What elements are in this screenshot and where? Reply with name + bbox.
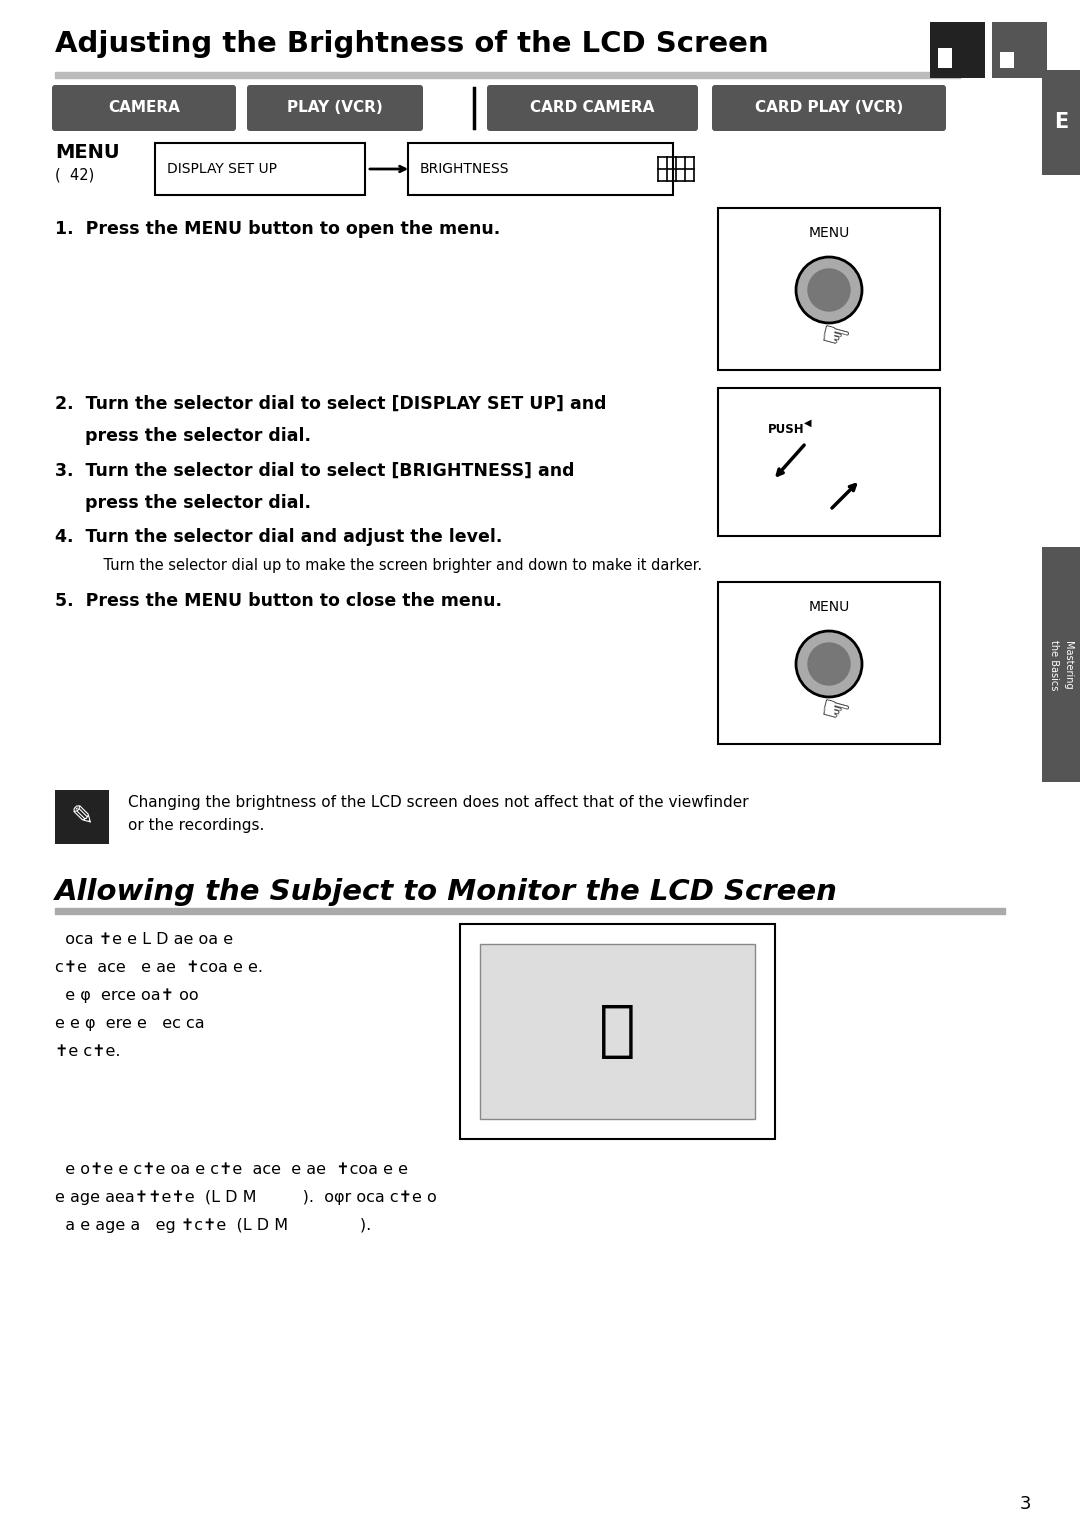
FancyBboxPatch shape [52, 84, 237, 130]
Bar [1000, 52, 1014, 67]
Bar [1042, 547, 1080, 782]
Text: CAMERA: CAMERA [108, 101, 180, 115]
Text: PLAY (VCR): PLAY (VCR) [287, 101, 383, 115]
Text: ☞: ☞ [815, 319, 853, 357]
Text: e age aea✝✝e✝e  (L D M         ).  oφr oca c✝e o: e age aea✝✝e✝e (L D M ). oφr oca c✝e o [55, 1190, 436, 1205]
Text: 📷: 📷 [599, 1003, 636, 1061]
Text: press the selector dial.: press the selector dial. [55, 494, 311, 512]
Bar [718, 583, 940, 744]
Text: CARD PLAY (VCR): CARD PLAY (VCR) [755, 101, 903, 115]
Text: 1.  Press the MENU button to open the menu.: 1. Press the MENU button to open the men… [55, 221, 500, 238]
Bar [156, 143, 365, 195]
Text: press the selector dial.: press the selector dial. [55, 428, 311, 445]
Text: ✝e c✝e.: ✝e c✝e. [55, 1044, 121, 1059]
Bar [408, 143, 673, 195]
Text: 2.  Turn the selector dial to select [DISPLAY SET UP] and: 2. Turn the selector dial to select [DIS… [55, 396, 607, 412]
Text: CARD CAMERA: CARD CAMERA [530, 101, 654, 115]
Text: 4.  Turn the selector dial and adjust the level.: 4. Turn the selector dial and adjust the… [55, 527, 502, 546]
Bar [718, 208, 940, 369]
Text: oca ✝e e L D ae oa e: oca ✝e e L D ae oa e [55, 932, 233, 947]
FancyBboxPatch shape [712, 84, 946, 130]
Text: BRIGHTNESS: BRIGHTNESS [420, 162, 510, 176]
Text: 3: 3 [1020, 1495, 1030, 1513]
Bar [460, 924, 775, 1139]
Text: Mastering
the Basics: Mastering the Basics [1049, 639, 1074, 690]
Bar [55, 789, 109, 845]
Bar [939, 48, 951, 67]
Text: Allowing the Subject to Monitor the LCD Screen: Allowing the Subject to Monitor the LCD … [55, 878, 838, 906]
Bar [718, 388, 940, 537]
Text: 5.  Press the MENU button to close the menu.: 5. Press the MENU button to close the me… [55, 592, 502, 610]
Text: ☞: ☞ [815, 693, 853, 731]
Text: MENU: MENU [808, 225, 850, 241]
Bar [1042, 71, 1080, 175]
Text: e e φ  ere e   ec ca: e e φ ere e ec ca [55, 1016, 204, 1032]
Circle shape [808, 268, 850, 311]
FancyBboxPatch shape [247, 84, 423, 130]
Text: Turn the selector dial up to make the screen brighter and down to make it darker: Turn the selector dial up to make the sc… [85, 558, 702, 573]
Text: MENU: MENU [808, 599, 850, 615]
Text: E: E [1054, 112, 1068, 132]
Circle shape [808, 642, 850, 685]
Text: ◀: ◀ [804, 419, 811, 428]
FancyBboxPatch shape [487, 84, 698, 130]
Text: c✝e  ace   e ae  ✝coa e e.: c✝e ace e ae ✝coa e e. [55, 960, 264, 975]
Text: Changing the brightness of the LCD screen does not affect that of the viewfinder: Changing the brightness of the LCD scree… [129, 796, 748, 809]
Bar [930, 21, 985, 78]
Circle shape [796, 258, 862, 323]
Bar [480, 944, 755, 1119]
Text: DISPLAY SET UP: DISPLAY SET UP [167, 162, 276, 176]
Text: e o✝e e c✝e oa e c✝e  ace  e ae  ✝coa e e: e o✝e e c✝e oa e c✝e ace e ae ✝coa e e [55, 1162, 408, 1177]
Text: Adjusting the Brightness of the LCD Screen: Adjusting the Brightness of the LCD Scre… [55, 31, 769, 58]
Bar [993, 21, 1047, 78]
Text: ✎: ✎ [70, 803, 94, 831]
Text: PUSH: PUSH [768, 423, 805, 435]
Text: e φ  erce oa✝ oo: e φ erce oa✝ oo [55, 987, 199, 1003]
Text: 3.  Turn the selector dial to select [BRIGHTNESS] and: 3. Turn the selector dial to select [BRI… [55, 461, 575, 480]
Text: (  42): ( 42) [55, 167, 94, 182]
Text: MENU: MENU [55, 143, 120, 162]
Circle shape [796, 632, 862, 698]
Text: or the recordings.: or the recordings. [129, 819, 265, 832]
Text: a e age a   eg ✝c✝e  (L D M              ).: a e age a eg ✝c✝e (L D M ). [55, 1219, 372, 1233]
